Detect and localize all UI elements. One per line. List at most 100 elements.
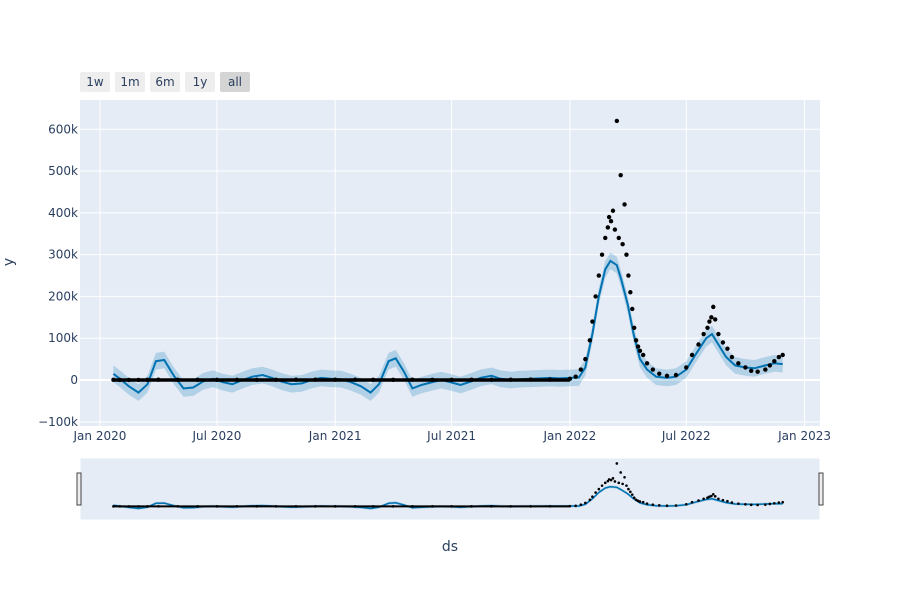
slider-actual-point [333, 505, 337, 508]
slider-actual-point [600, 484, 604, 487]
actual-point [622, 202, 627, 207]
slider-actual-point [638, 500, 642, 503]
slider-actual-point [711, 492, 715, 496]
actual-point [673, 372, 679, 378]
actual-point [628, 290, 633, 295]
actual-point [254, 377, 260, 383]
actual-point [593, 294, 598, 299]
actual-point [599, 252, 605, 257]
slider-actual-point [529, 505, 532, 508]
slider-actual-point [579, 503, 583, 506]
slider-actual-point [255, 505, 259, 508]
slider-actual-point [137, 505, 140, 508]
actual-point [583, 356, 588, 362]
actual-point [573, 374, 578, 379]
actual-point [605, 225, 611, 230]
actual-point [736, 361, 741, 366]
slider-actual-point [713, 495, 717, 498]
actual-point [608, 219, 614, 224]
slider-actual-point [764, 503, 767, 506]
actual-point [657, 371, 662, 376]
slider-actual-point [619, 471, 622, 474]
actual-point [620, 241, 625, 247]
actual-point [567, 376, 573, 381]
slider-actual-point [651, 503, 655, 506]
range-button-1y[interactable]: 1y [185, 72, 215, 92]
forecast-line [112, 259, 783, 394]
actual-point [469, 377, 474, 382]
actual-point [273, 377, 279, 383]
actual-point [725, 346, 730, 351]
actual-point [711, 304, 716, 310]
actual-point [616, 235, 621, 241]
actual-point [612, 227, 618, 232]
range-button-6m[interactable]: 6m [150, 72, 180, 92]
slider-actual-point [629, 490, 632, 494]
slider-actual-point [627, 487, 630, 491]
slider-actual-point [632, 496, 636, 500]
slider-actual-point [710, 494, 713, 498]
slider-actual-point [196, 505, 199, 508]
slider-actual-point [645, 502, 649, 505]
slider-actual-point [777, 501, 781, 504]
actual-point [755, 369, 760, 374]
actual-point [626, 273, 631, 278]
actual-point [606, 214, 612, 220]
slider-actual-point [611, 477, 615, 480]
actual-point [293, 377, 299, 382]
slider-actual-point [371, 505, 375, 508]
slider-actual-point [623, 476, 626, 479]
range-button-1w[interactable]: 1w [80, 72, 110, 92]
actual-point [763, 367, 768, 372]
actual-point [370, 377, 376, 383]
slider-actual-point [726, 499, 729, 503]
slider-actual-point [697, 499, 700, 502]
slider-actual-point [490, 505, 493, 508]
actual-point [126, 377, 132, 383]
slider-actual-point [411, 505, 414, 508]
slider-actual-point [749, 503, 753, 507]
actual-point [633, 338, 639, 343]
range-button-all[interactable]: all [220, 72, 250, 92]
slider-actual-point [568, 504, 572, 508]
slider-actual-point [118, 505, 122, 508]
actual-point [637, 348, 643, 353]
slider-actual-point [781, 500, 785, 504]
actual-point [624, 252, 629, 257]
slider-right-handle[interactable] [818, 472, 824, 506]
actual-point [117, 377, 123, 383]
actual-point [776, 354, 782, 360]
slider-actual-point [127, 505, 131, 508]
actual-point [508, 377, 513, 382]
actual-point [214, 377, 220, 382]
y-tick-label: 600k [48, 122, 78, 136]
slider-actual-point [702, 497, 705, 501]
slider-actual-point [548, 505, 552, 508]
actual-point [729, 354, 735, 360]
slider-actual-point [470, 505, 473, 508]
slider-actual-point [574, 504, 577, 508]
slider-actual-point [730, 501, 734, 504]
actual-point [430, 377, 435, 382]
actual-point [713, 317, 718, 322]
actual-point [650, 367, 656, 372]
range-slider[interactable] [76, 457, 824, 521]
actual-point [596, 273, 602, 278]
slider-actual-point [588, 498, 592, 502]
actual-point [614, 118, 620, 124]
actual-point [390, 377, 396, 382]
slider-actual-point [584, 501, 587, 505]
actual-point [689, 352, 695, 358]
actual-point [640, 352, 646, 358]
x-tick-label: Jan 2021 [308, 429, 362, 443]
slider-actual-point [641, 500, 645, 504]
x-tick-label: Jan 2020 [73, 429, 127, 443]
slider-actual-point [613, 480, 617, 483]
main-plot-area[interactable]: −100k 0 100k 200k 300k 400k 500k 600k Jan 2020 Ju… [38, 100, 831, 443]
slider-actual-point [450, 505, 453, 508]
range-button-1m[interactable]: 1m [115, 72, 145, 92]
slider-actual-point [630, 493, 634, 496]
actual-point [707, 319, 712, 324]
actual-point [352, 377, 358, 382]
slider-left-handle[interactable] [76, 472, 82, 506]
